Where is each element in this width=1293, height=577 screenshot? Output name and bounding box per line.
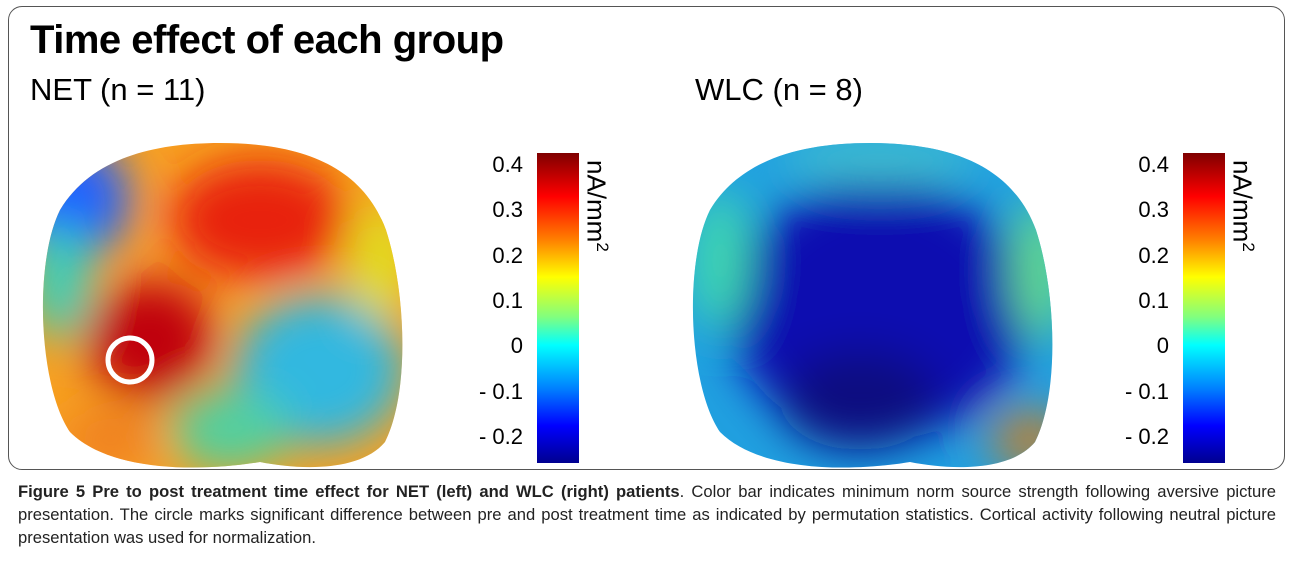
colorbar-unit: nA/mm2	[580, 160, 612, 252]
colorbar-tick-label: 0.4	[1138, 152, 1169, 177]
unit-text: nA/mm	[1227, 160, 1258, 243]
colorbar-tick-label: 0.1	[1138, 288, 1169, 313]
panel-label: NET (n = 11)	[30, 72, 206, 107]
colorbar	[537, 153, 579, 463]
colorbar-tick-label: 0.2	[492, 242, 523, 268]
figure-frame	[8, 6, 1285, 470]
wlc-brain	[692, 143, 1053, 468]
caption-text: . Color bar indicates minimum norm sourc…	[18, 482, 1276, 547]
colorbar-tick-label: 0.1	[492, 288, 523, 313]
unit-text: nA/mm	[581, 160, 612, 243]
colorbar-tick-label: - 0.2	[478, 424, 523, 449]
panel-label: WLC (n = 8)	[695, 72, 863, 107]
colorbar-tick-label: 0.4	[492, 152, 523, 177]
caption-heading: Figure 5 Pre to post treatment time effe…	[18, 482, 680, 501]
net-brain	[42, 143, 403, 468]
unit-exponent: 2	[1239, 242, 1258, 252]
colorbar-tick-label: 0.2	[1138, 242, 1169, 268]
colorbar-tick-label: - 0.2	[1124, 424, 1169, 449]
significance-circle	[105, 335, 155, 385]
colorbar-unit: nA/mm2	[1226, 160, 1258, 252]
unit-exponent: 2	[593, 242, 612, 252]
colorbar-tick-label: - 0.1	[1124, 378, 1169, 404]
colorbar-tick-label: - 0.1	[478, 378, 523, 404]
colorbar-tick-label: 0	[510, 333, 523, 359]
figure-caption: Figure 5 Pre to post treatment time effe…	[18, 480, 1276, 549]
colorbar-tick-label: 0.3	[1138, 197, 1169, 223]
colorbar-tick-label: 0	[1156, 333, 1169, 359]
figure-title: Time effect of each group	[30, 18, 504, 62]
colorbar	[1183, 153, 1225, 463]
colorbar-tick-label: 0.3	[492, 197, 523, 223]
